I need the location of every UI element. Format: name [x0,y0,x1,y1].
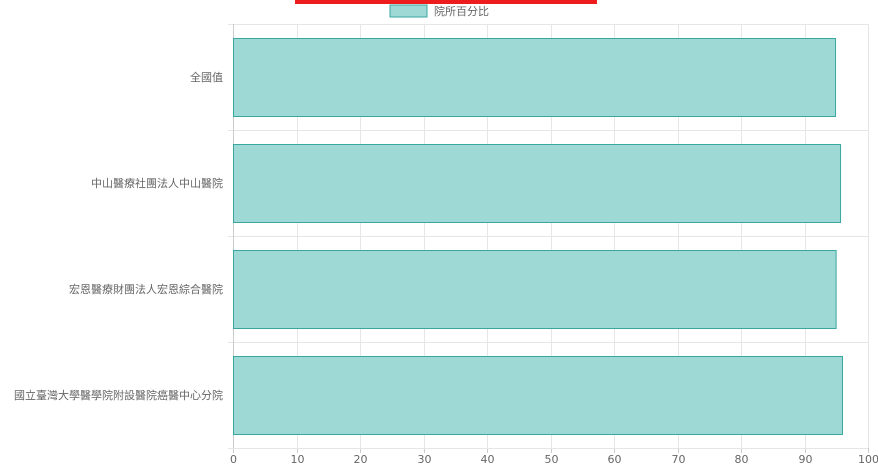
bar [233,38,836,117]
x-tick-label: 20 [354,453,368,465]
legend-swatch [389,4,428,18]
bars [233,38,843,435]
x-tick-label: 0 [230,453,237,465]
x-tick-label: 70 [672,453,686,465]
x-tick-label: 80 [735,453,749,465]
bar [233,250,837,329]
x-tick-label: 90 [799,453,813,465]
y-category-label: 宏恩醫療財團法人宏恩綜合醫院 [69,282,223,296]
legend[interactable]: 院所百分比 [389,4,489,18]
x-axis-ticks: 0 10 20 30 40 50 60 70 80 90 100 [230,453,878,466]
y-category-label: 全國值 [190,70,223,84]
x-tick-label: 60 [608,453,622,465]
x-tick-label: 30 [418,453,432,465]
y-category-label: 國立臺灣大學醫學院附設醫院癌醫中心分院 [14,388,223,402]
y-axis-labels: 全國值中山醫療社團法人中山醫院宏恩醫療財團法人宏恩綜合醫院國立臺灣大學醫學院附設… [14,70,223,402]
x-tick-label: 10 [291,453,305,465]
x-tick-label: 100 [858,453,878,465]
legend-label: 院所百分比 [434,4,489,18]
bar [233,356,843,435]
top-red-bar [295,0,597,4]
y-category-label: 中山醫療社團法人中山醫院 [91,176,223,190]
bar [233,144,842,223]
x-tick-label: 40 [481,453,495,465]
x-tick-label: 50 [545,453,559,465]
